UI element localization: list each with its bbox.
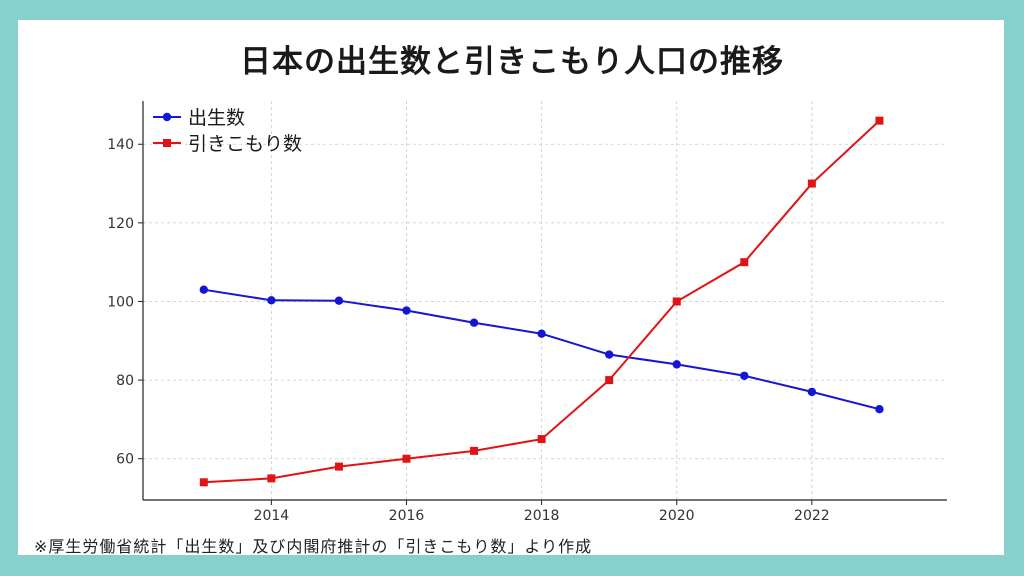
data-point-circle <box>875 404 884 414</box>
chart-title: 日本の出生数と引きこもり人口の推移 <box>240 44 784 80</box>
data-point-square <box>740 258 749 267</box>
data-point-square <box>470 446 479 455</box>
y-tick-label: 120 <box>107 216 134 232</box>
data-point-square <box>402 454 411 463</box>
legend-label: 出生数 <box>188 107 245 129</box>
y-tick-label: 60 <box>116 452 134 468</box>
axes: 2014 2016 2018 2020 2022 60 80 100 120 140 <box>107 101 947 524</box>
data-point-square <box>672 297 681 306</box>
source-note: ※厚生労働省統計「出生数」及び内閣府推計の「引きこもり数」より作成 <box>34 537 593 556</box>
data-point-circle <box>604 350 614 359</box>
data-point-square <box>267 474 276 483</box>
chart-card <box>18 20 1004 555</box>
data-point-circle <box>267 296 276 305</box>
x-tick-label: 2014 <box>254 508 290 524</box>
x-tick-label: 2016 <box>389 508 425 524</box>
data-point-circle <box>672 360 681 369</box>
grid-lines <box>143 101 947 500</box>
data-point-circle <box>469 318 479 327</box>
x-tick-label: 2022 <box>794 508 830 524</box>
data-point-circle <box>807 387 817 397</box>
data-point-circle <box>402 306 411 315</box>
data-point-circle <box>334 296 344 305</box>
data-point-square <box>605 376 614 385</box>
data-point-circle <box>199 285 209 294</box>
data-point-circle <box>740 371 749 380</box>
x-tick-label: 2018 <box>524 508 560 524</box>
data-point-square <box>807 179 816 188</box>
data-point-square <box>199 478 208 487</box>
data-point-square <box>334 462 343 471</box>
data-point-circle <box>537 329 546 338</box>
y-tick-label: 140 <box>107 137 134 153</box>
y-tick-label: 80 <box>116 373 134 389</box>
y-tick-label: 100 <box>107 294 134 310</box>
x-tick-label: 2020 <box>659 508 695 524</box>
legend-label: 引きこもり数 <box>188 133 302 155</box>
data-point-square <box>537 435 546 444</box>
series-lines <box>199 116 884 487</box>
legend-marker <box>162 112 172 122</box>
legend-marker <box>163 139 171 147</box>
data-point-square <box>875 116 884 125</box>
